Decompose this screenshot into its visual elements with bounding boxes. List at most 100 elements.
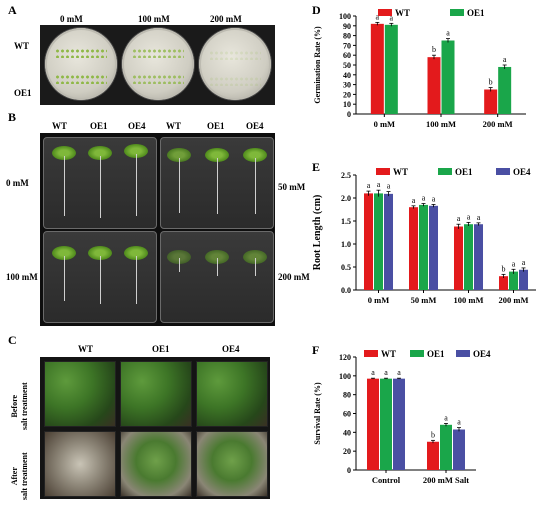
bar xyxy=(484,89,498,114)
petri-dish xyxy=(199,28,271,100)
significance-letter: a xyxy=(422,194,426,203)
significance-letter: a xyxy=(390,13,394,22)
bar xyxy=(519,269,528,290)
y-tick-label: 80 xyxy=(343,391,351,400)
root-plate xyxy=(160,137,274,229)
root-plate xyxy=(160,231,274,323)
legend-swatch xyxy=(410,350,424,357)
y-tick-label: 1.0 xyxy=(341,240,351,249)
legend-swatch xyxy=(456,350,470,357)
significance-letter: b xyxy=(502,264,506,273)
bar xyxy=(409,207,418,290)
x-tick-label: Control xyxy=(372,475,401,485)
pot-before-oe1 xyxy=(120,361,192,427)
y-tick-label: 10 xyxy=(343,100,351,109)
panel-a-row-label: OE1 xyxy=(14,88,32,98)
significance-letter: a xyxy=(384,368,388,377)
bar xyxy=(474,224,483,290)
bar xyxy=(374,193,383,290)
legend-label: OE4 xyxy=(473,349,491,359)
x-tick-label: 200 mM xyxy=(483,119,513,129)
bar xyxy=(427,57,441,114)
bar xyxy=(454,226,463,290)
potted-plant-photo xyxy=(40,357,270,499)
legend-label: OE1 xyxy=(427,349,445,359)
y-tick-label: 60 xyxy=(343,51,351,60)
significance-letter: a xyxy=(522,258,526,267)
panel-b-col-label: OE1 xyxy=(207,121,225,131)
significance-letter: b xyxy=(431,430,435,439)
x-tick-label: 200 mM Salt xyxy=(423,475,469,485)
significance-letter: a xyxy=(367,181,371,190)
bar xyxy=(509,271,518,290)
significance-letter: a xyxy=(477,213,481,222)
panel-b-row-label: 200 mM xyxy=(278,272,310,282)
significance-letter: a xyxy=(446,29,450,38)
x-tick-label: 100 mM xyxy=(426,119,456,129)
panel-b-col-label: OE1 xyxy=(90,121,108,131)
pot-before-wt xyxy=(44,361,116,427)
bar xyxy=(427,441,439,470)
panel-c-letter: C xyxy=(8,333,17,347)
panel-a-col-label: 200 mM xyxy=(210,14,242,24)
bar xyxy=(441,40,455,114)
x-tick-label: 0 mM xyxy=(374,119,395,129)
legend-label: WT xyxy=(393,167,408,177)
y-axis-title: Root Length (cm) xyxy=(312,195,323,271)
legend-swatch xyxy=(438,168,452,175)
panel-c-row-label: Before salt treatment xyxy=(10,382,29,430)
panel-b-col-label: OE4 xyxy=(128,121,146,131)
y-tick-label: 1.5 xyxy=(341,217,351,226)
panel-b-col-label: OE4 xyxy=(246,121,264,131)
legend-swatch xyxy=(378,9,392,16)
panel-e-letter: E xyxy=(312,160,321,174)
significance-letter: a xyxy=(377,180,381,189)
y-tick-label: 2.5 xyxy=(341,171,351,180)
pot-before-oe4 xyxy=(196,361,268,427)
significance-letter: a xyxy=(371,368,375,377)
y-tick-label: 80 xyxy=(343,32,351,41)
panel-c-col-label: WT xyxy=(78,344,94,354)
panel-a-letter: A xyxy=(8,3,17,17)
root-plate xyxy=(43,231,157,323)
bar xyxy=(380,378,392,470)
legend-label: WT xyxy=(395,8,410,18)
y-tick-label: 30 xyxy=(343,81,351,90)
significance-letter: a xyxy=(512,259,516,268)
y-tick-label: 0 xyxy=(347,110,351,119)
y-tick-label: 120 xyxy=(339,353,351,362)
y-tick-label: 100 xyxy=(339,372,351,381)
panel-b-row-label: 100 mM xyxy=(6,272,38,282)
y-tick-label: 70 xyxy=(343,41,351,50)
panel-a-row-label: WT xyxy=(14,41,30,51)
bar xyxy=(499,276,508,290)
petri-dish xyxy=(45,28,117,100)
y-tick-label: 0 xyxy=(347,466,351,475)
bar xyxy=(384,24,398,114)
x-tick-label: 200 mM xyxy=(499,295,529,305)
pot-after-oe1 xyxy=(120,431,192,497)
y-tick-label: 90 xyxy=(343,22,351,31)
y-tick-label: 20 xyxy=(343,90,351,99)
significance-letter: b xyxy=(489,78,493,87)
significance-letter: b xyxy=(432,45,436,54)
root-plate xyxy=(43,137,157,229)
panel-b-row-label: 0 mM xyxy=(6,178,29,188)
significance-letter: a xyxy=(457,418,461,427)
significance-letter: a xyxy=(444,413,448,422)
panel-f-letter: F xyxy=(312,343,320,357)
significance-letter: a xyxy=(412,196,416,205)
legend-label: OE1 xyxy=(455,167,473,177)
panel-b-letter: B xyxy=(8,110,17,124)
x-tick-label: 50 mM xyxy=(411,295,437,305)
bar xyxy=(429,205,438,290)
petri-dish-photo xyxy=(40,25,275,105)
y-tick-label: 20 xyxy=(343,447,351,456)
bar xyxy=(440,424,452,470)
significance-letter: a xyxy=(467,212,471,221)
pot-after-oe4 xyxy=(196,431,268,497)
legend-swatch xyxy=(376,168,390,175)
panel-c-col-label: OE4 xyxy=(222,344,240,354)
